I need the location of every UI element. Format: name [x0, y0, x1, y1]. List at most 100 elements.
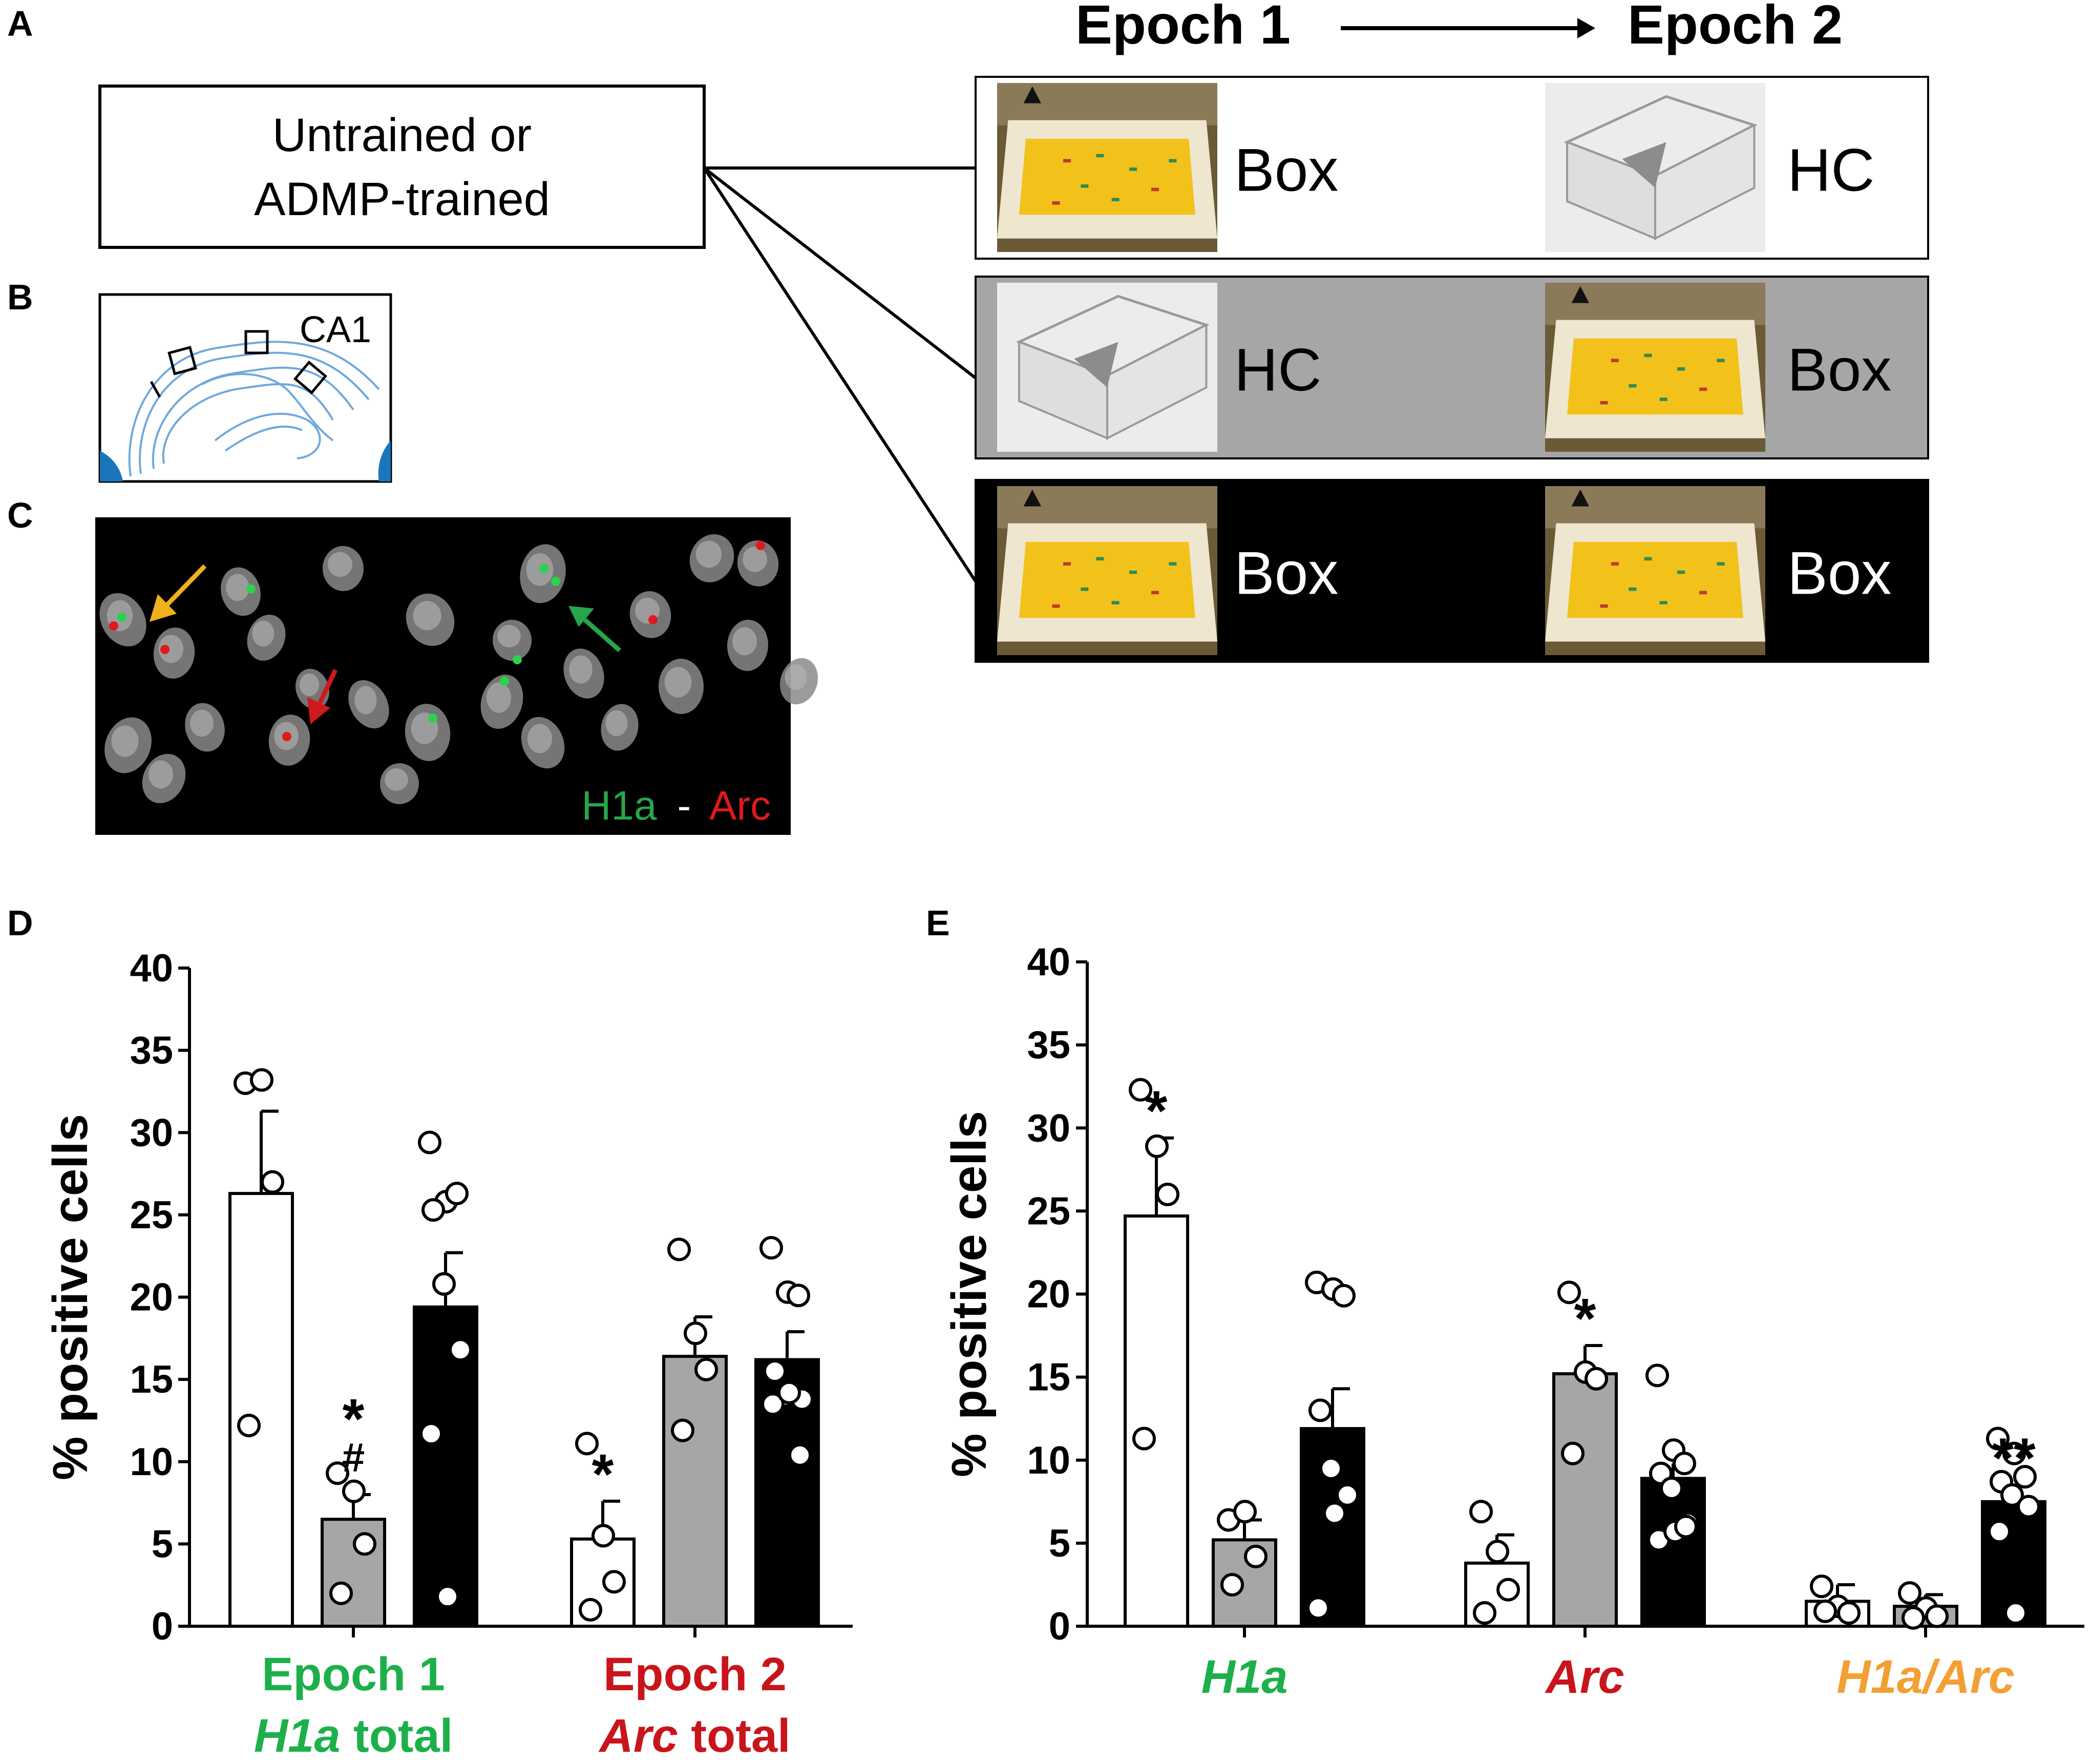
- data-point: [1145, 1134, 1169, 1158]
- nucleus: [405, 704, 451, 761]
- hippocampus-frame: [98, 293, 392, 483]
- data-point: [419, 1422, 443, 1446]
- chart-e: 0 5 10 15 20 25 30 35 40 % positive cells H1a * Arc *…: [942, 940, 2084, 1703]
- photo-box-r3-e1: [997, 486, 1217, 655]
- data-point: [449, 1338, 472, 1362]
- bar: [570, 1537, 636, 1628]
- bar: [1124, 1214, 1189, 1628]
- data-point: [1990, 1469, 2013, 1494]
- connector-row3: [703, 167, 977, 582]
- bar: [228, 1192, 294, 1628]
- data-point: [788, 1443, 812, 1467]
- data-point: [694, 1357, 718, 1381]
- data-point: [2004, 1601, 2027, 1625]
- data-point: [1496, 1578, 1520, 1602]
- y-tick-label: 25: [130, 1193, 173, 1237]
- panel-label-c: C: [7, 495, 33, 535]
- group-label: H1a/Arc: [1836, 1651, 2015, 1703]
- transcription-focus: [551, 577, 560, 586]
- schema-label-r3-e2: Box: [1787, 540, 1891, 607]
- schema-label-r1-e2: HC: [1787, 137, 1874, 204]
- data-point: [2017, 1495, 2040, 1519]
- nucleus: [322, 546, 364, 591]
- y-tick-label: 40: [1027, 940, 1070, 984]
- data-point: [1925, 1604, 1949, 1628]
- bar: [754, 1358, 820, 1628]
- data-point: [1244, 1544, 1268, 1568]
- arrow-h1a: [568, 606, 621, 653]
- data-point: [418, 1130, 441, 1154]
- data-point: [250, 1068, 273, 1092]
- nucleus: [737, 540, 779, 586]
- data-point: [1132, 1426, 1156, 1451]
- data-point: [761, 1392, 785, 1416]
- data-point: [1129, 1078, 1152, 1102]
- group-label: Epoch 1: [262, 1648, 445, 1700]
- y-axis-label: % positive cells: [942, 1111, 997, 1477]
- panel-label-a: A: [7, 4, 33, 44]
- data-point: [684, 1321, 707, 1346]
- ca1-roi-1: [167, 346, 197, 375]
- epoch-arrow-head: [1577, 18, 1595, 38]
- micrograph-label-arc: Arc: [709, 783, 771, 828]
- bar: [1464, 1561, 1530, 1628]
- bar: [1212, 1538, 1277, 1628]
- data-point: [1674, 1515, 1698, 1539]
- data-point: [1469, 1500, 1493, 1524]
- schema-row-3: [975, 479, 1929, 663]
- nucleus: [379, 763, 419, 804]
- nucleus: [268, 715, 310, 766]
- data-point: [1826, 1594, 1850, 1619]
- data-point: [1645, 1363, 1669, 1388]
- data-point: [1662, 1438, 1685, 1462]
- micrograph-label-h1a: H1a: [582, 783, 657, 828]
- bar: [1981, 1500, 2046, 1628]
- nucleus: [521, 717, 565, 769]
- nucleus: [104, 717, 152, 773]
- svg-text:H1a - Arc: H1a - Arc: [582, 783, 771, 828]
- transcription-focus: [513, 655, 522, 664]
- data-point: [1305, 1270, 1328, 1294]
- data-point: [329, 1581, 353, 1605]
- y-tick-label: 35: [130, 1029, 173, 1073]
- data-point: [1837, 1601, 1861, 1625]
- data-point: [1220, 1572, 1244, 1597]
- significance-mark: **: [1992, 1426, 2036, 1489]
- transcription-focus: [756, 541, 765, 550]
- nucleus: [99, 593, 146, 647]
- nucleus: [348, 680, 389, 729]
- photo-hc-r1-e2: [1545, 83, 1765, 252]
- data-point: [237, 1414, 261, 1438]
- y-tick-label: 30: [130, 1111, 173, 1154]
- arrow-arc: [307, 669, 338, 724]
- data-point: [1663, 1520, 1687, 1544]
- schema-label-r2-e2: Box: [1787, 337, 1891, 404]
- nucleus: [689, 534, 734, 582]
- data-point: [776, 1280, 799, 1304]
- nucleus: [185, 703, 225, 752]
- micrograph-label-sep: -: [678, 783, 691, 828]
- connector-row2: [703, 166, 977, 380]
- data-point: [1914, 1596, 1938, 1620]
- data-point: [436, 1585, 459, 1609]
- y-axis-label: % positive cells: [43, 1114, 98, 1480]
- y-tick-label: 10: [130, 1440, 173, 1484]
- data-point: [1473, 1601, 1496, 1625]
- data-point: [1660, 1476, 1683, 1500]
- transcription-focus: [428, 713, 437, 723]
- schema-label-r1-e1: Box: [1234, 137, 1338, 204]
- y-tick-label: 15: [130, 1358, 173, 1401]
- y-tick-label: 15: [1027, 1356, 1070, 1399]
- data-point: [763, 1359, 787, 1383]
- y-tick-label: 0: [152, 1605, 173, 1648]
- data-point: [432, 1272, 456, 1296]
- group-label: Arc total: [598, 1710, 790, 1762]
- bar: [1300, 1427, 1365, 1628]
- bar: [1640, 1477, 1706, 1628]
- data-point: [592, 1524, 615, 1548]
- bar: [413, 1305, 478, 1628]
- photo-hc-r2-e1: [997, 283, 1217, 452]
- panel-label-e: E: [926, 903, 950, 943]
